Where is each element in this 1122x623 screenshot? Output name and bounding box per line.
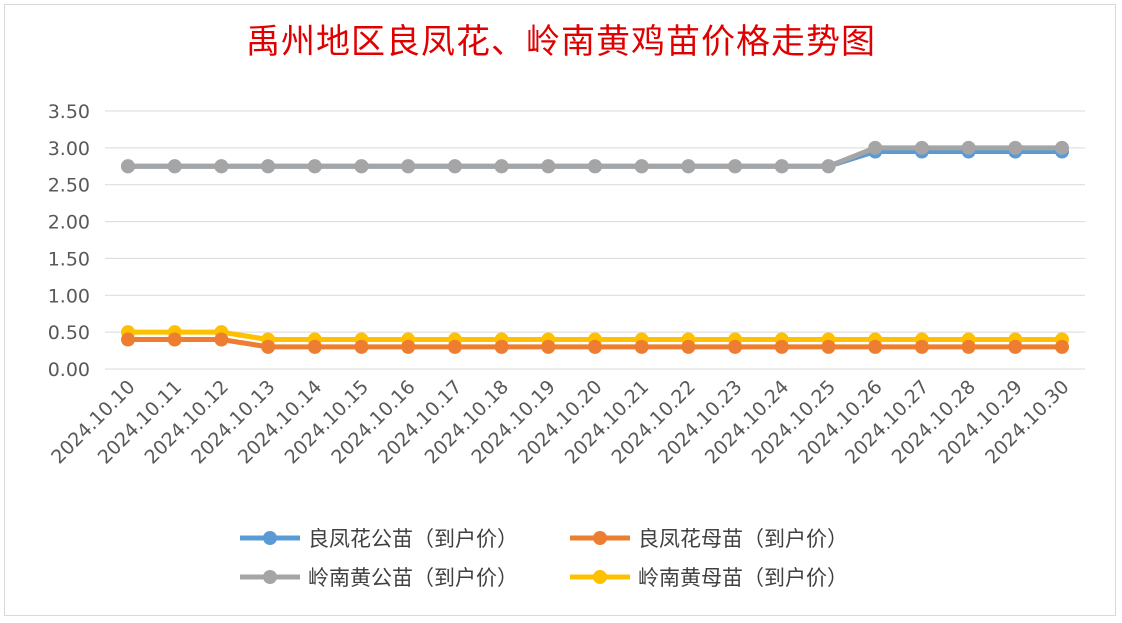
data-point bbox=[914, 339, 929, 354]
data-point bbox=[401, 159, 416, 174]
data-point bbox=[868, 140, 883, 155]
data-point bbox=[1008, 140, 1023, 155]
legend-swatch-marker bbox=[263, 570, 277, 584]
data-point bbox=[774, 159, 789, 174]
chart-frame bbox=[4, 4, 1116, 616]
y-tick-label: 1.00 bbox=[48, 285, 90, 307]
data-point bbox=[681, 339, 696, 354]
legend-item: 岭南黄公苗（到户价） bbox=[240, 566, 518, 590]
chart-title: 禹州地区良凤花、岭南黄鸡苗价格走势图 bbox=[246, 22, 876, 62]
y-axis-ticks: 0.00 0.50 1.00 1.50 2.00 2.50 3.00 3.50 bbox=[48, 101, 90, 381]
y-tick-label: 3.00 bbox=[48, 138, 90, 160]
data-point bbox=[961, 140, 976, 155]
data-point bbox=[821, 159, 836, 174]
legend-swatch-marker bbox=[593, 531, 607, 545]
series-lines bbox=[121, 140, 1069, 354]
data-point bbox=[167, 159, 182, 174]
series-1 bbox=[121, 332, 1069, 354]
data-point bbox=[1055, 339, 1069, 354]
data-point bbox=[774, 339, 789, 354]
data-point bbox=[261, 339, 276, 354]
data-point bbox=[261, 159, 276, 174]
legend-label: 良凤花公苗（到户价） bbox=[308, 527, 518, 551]
data-point bbox=[494, 159, 509, 174]
data-point bbox=[588, 159, 602, 174]
data-point bbox=[728, 159, 743, 174]
data-point bbox=[728, 339, 743, 354]
y-tick-label: 1.50 bbox=[48, 248, 90, 270]
y-tick-label: 2.00 bbox=[48, 212, 90, 234]
legend-label: 良凤花母苗（到户价） bbox=[638, 527, 848, 551]
legend-swatch-marker bbox=[263, 531, 277, 545]
legend-item: 良凤花母苗（到户价） bbox=[570, 527, 848, 551]
data-point bbox=[588, 339, 602, 354]
data-point bbox=[914, 140, 929, 155]
y-tick-label: 0.50 bbox=[48, 322, 90, 344]
data-point bbox=[681, 159, 696, 174]
data-point bbox=[821, 339, 836, 354]
data-point bbox=[541, 339, 556, 354]
data-point bbox=[401, 339, 416, 354]
data-point bbox=[961, 339, 976, 354]
data-point bbox=[354, 159, 369, 174]
data-point bbox=[634, 339, 649, 354]
data-point bbox=[634, 159, 649, 174]
y-tick-label: 2.50 bbox=[48, 175, 90, 197]
data-point bbox=[214, 159, 229, 174]
data-point bbox=[354, 339, 369, 354]
gridlines bbox=[105, 110, 1085, 370]
y-tick-label: 0.00 bbox=[48, 359, 90, 381]
data-point bbox=[868, 339, 883, 354]
data-point bbox=[121, 332, 135, 347]
legend-label: 岭南黄母苗（到户价） bbox=[638, 566, 848, 590]
legend: 良凤花公苗（到户价） 良凤花母苗（到户价） 岭南黄公苗（到户价） 岭南黄母苗（到户价） bbox=[240, 527, 848, 590]
data-point bbox=[214, 332, 229, 347]
data-point bbox=[447, 159, 462, 174]
x-axis-ticks: 2024.10.102024.10.112024.10.122024.10.13… bbox=[47, 376, 1073, 468]
data-point bbox=[167, 332, 182, 347]
legend-item: 岭南黄母苗（到户价） bbox=[570, 566, 848, 590]
data-point bbox=[1008, 339, 1023, 354]
data-point bbox=[307, 159, 322, 174]
data-point bbox=[494, 339, 509, 354]
legend-item: 良凤花公苗（到户价） bbox=[240, 527, 518, 551]
series-2 bbox=[121, 140, 1069, 174]
legend-swatch-marker bbox=[593, 570, 607, 584]
data-point bbox=[541, 159, 556, 174]
data-point bbox=[447, 339, 462, 354]
data-point bbox=[307, 339, 322, 354]
y-tick-label: 3.50 bbox=[48, 101, 90, 123]
data-point bbox=[1055, 140, 1069, 155]
data-point bbox=[121, 159, 135, 174]
legend-label: 岭南黄公苗（到户价） bbox=[308, 566, 518, 590]
